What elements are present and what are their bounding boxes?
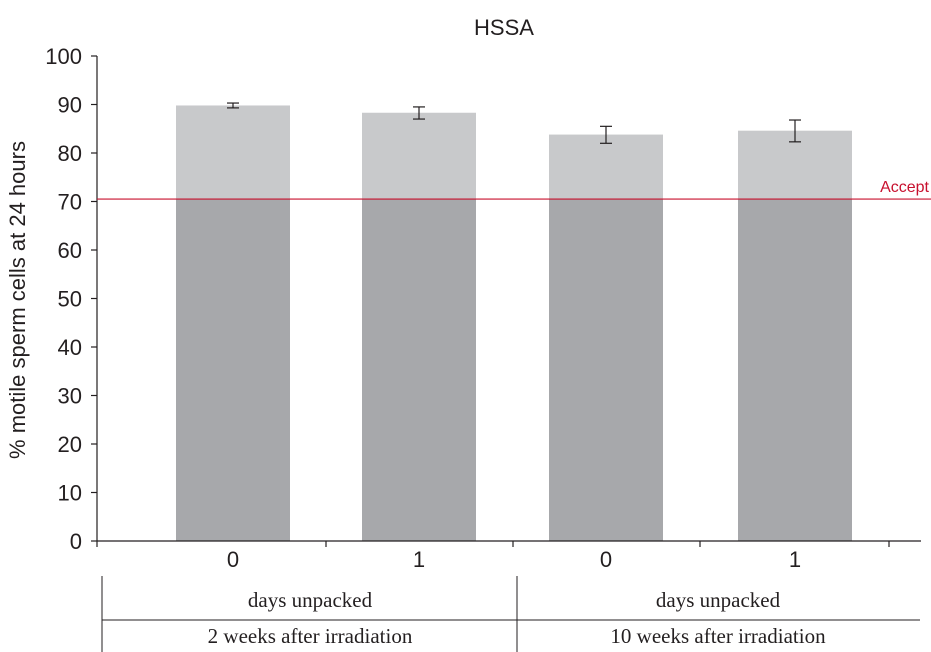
bar-1-lower xyxy=(176,199,290,541)
x-tick-label-3: 0 xyxy=(600,547,612,572)
bar-3-upper xyxy=(549,134,663,200)
y-tick-label-80: 80 xyxy=(58,141,82,166)
group-row2-label-2: 10 weeks after irradiation xyxy=(610,624,826,648)
y-tick-label-10: 10 xyxy=(58,481,82,506)
y-tick-label-40: 40 xyxy=(58,335,82,360)
y-ticks-layer: 0 10 20 30 40 50 60 70 80 90 100 xyxy=(45,44,97,554)
x-tick-label-2: 1 xyxy=(413,547,425,572)
group-row2-label-1: 2 weeks after irradiation xyxy=(208,624,413,648)
y-tick-label-20: 20 xyxy=(58,432,82,457)
y-axis-label: % motile sperm cells at 24 hours xyxy=(5,141,30,459)
x-tick-label-4: 1 xyxy=(789,547,801,572)
y-tick-label-100: 100 xyxy=(45,44,82,69)
group-label-table: days unpacked days unpacked 2 weeks afte… xyxy=(101,576,920,652)
y-tick-label-60: 60 xyxy=(58,238,82,263)
bar-3-lower xyxy=(549,199,663,541)
x-ticks-layer: 0 1 0 1 xyxy=(96,541,890,572)
x-tick-label-1: 0 xyxy=(227,547,239,572)
accept-threshold-label: Accept xyxy=(880,179,929,196)
y-tick-label-50: 50 xyxy=(58,287,82,312)
group-row1-label-1: days unpacked xyxy=(248,588,373,612)
y-tick-label-90: 90 xyxy=(58,93,82,118)
bar-1-upper xyxy=(176,105,290,200)
bars-layer xyxy=(176,105,852,541)
group-row1-label-2: days unpacked xyxy=(656,588,781,612)
error-bars-layer xyxy=(227,102,801,144)
bar-4-lower xyxy=(738,199,852,541)
bar-2-upper xyxy=(362,112,476,200)
bar-2-lower xyxy=(362,199,476,541)
y-tick-label-70: 70 xyxy=(58,190,82,215)
chart-title: HSSA xyxy=(474,15,534,40)
y-tick-label-0: 0 xyxy=(70,529,82,554)
y-tick-label-30: 30 xyxy=(58,384,82,409)
